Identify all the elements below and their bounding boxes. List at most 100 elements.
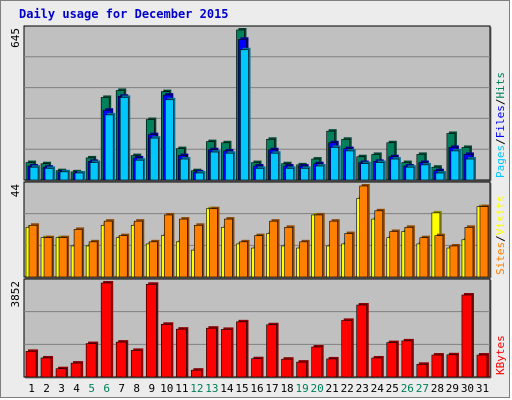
pages-bar — [240, 49, 249, 181]
sites-bar — [73, 229, 83, 278]
pages-bar — [450, 150, 460, 181]
chart-title: Daily usage for December 2015 — [19, 7, 229, 21]
sites-bar — [194, 224, 203, 278]
kbytes-bar — [401, 340, 413, 378]
kbytes-bar — [176, 328, 187, 378]
pages-bar — [390, 158, 400, 181]
sites-bar — [88, 241, 98, 278]
sites-bar — [103, 220, 113, 278]
pages-bar — [44, 168, 54, 181]
kbytes-bar — [191, 369, 202, 378]
sites-bar — [284, 227, 293, 278]
kbytes-bar — [476, 354, 488, 378]
pages-bar — [104, 114, 114, 181]
pages-bar — [29, 166, 39, 181]
kbytes-bar — [55, 368, 67, 378]
sites-bar — [449, 245, 459, 278]
kbytes-bar — [85, 343, 97, 378]
kbytes-bar — [251, 358, 262, 378]
pages-bar — [134, 159, 144, 181]
kbytes-bar — [386, 342, 398, 378]
x-tick-label: 27 — [416, 382, 429, 395]
sites-bar — [118, 235, 128, 278]
x-tick-label: 22 — [341, 382, 354, 395]
pages-bar — [315, 165, 324, 181]
pages-bar — [285, 168, 294, 181]
kbytes-bar — [40, 357, 52, 378]
kbytes-bar — [206, 327, 217, 378]
sites-bar — [464, 227, 474, 278]
pages-bar — [89, 162, 99, 181]
pages-bar — [225, 152, 234, 181]
sites-bar — [224, 218, 233, 278]
pages-bar — [330, 147, 339, 181]
pages-bar — [195, 172, 204, 181]
x-tick-label: 1 — [28, 382, 35, 395]
pages-bar — [465, 158, 475, 181]
legend-files: Files — [494, 105, 507, 138]
sites-bar — [148, 241, 158, 278]
x-tick-label: 10 — [160, 382, 173, 395]
sites-bar — [419, 237, 429, 278]
x-tick-label: 24 — [371, 382, 385, 395]
x-tick-label: 20 — [311, 382, 324, 395]
pages-bar — [405, 166, 415, 181]
x-tick-label: 19 — [295, 382, 308, 395]
kbytes-bar — [130, 350, 142, 378]
legend-sep: / — [494, 235, 507, 242]
kbytes-bar — [371, 357, 383, 378]
kbytes-bar — [416, 364, 428, 378]
kbytes-bar — [296, 361, 307, 378]
kbytes-bar — [446, 354, 458, 378]
kbytes-bar — [266, 324, 277, 378]
y-max-label-1: 645 — [9, 28, 22, 48]
kbytes-bar — [326, 358, 337, 378]
sites-bar — [344, 233, 354, 278]
x-tick-label: 4 — [73, 382, 80, 395]
sites-bar — [133, 220, 143, 278]
sites-bar — [269, 220, 278, 278]
pages-bar — [149, 137, 159, 181]
kbytes-bar — [115, 341, 127, 378]
x-tick-label: 16 — [250, 382, 263, 395]
sites-bar — [404, 227, 414, 278]
kbytes-bar — [236, 321, 247, 378]
x-tick-label: 14 — [220, 382, 234, 395]
x-tick-label: 17 — [265, 382, 278, 395]
y-max-label-3: 3852 — [9, 281, 22, 308]
sites-bar — [43, 237, 53, 278]
kbytes-bar — [25, 351, 37, 378]
sites-bar — [329, 220, 338, 278]
sites-bar — [374, 210, 384, 278]
kbytes-bar — [160, 323, 172, 378]
x-tick-label: 18 — [280, 382, 293, 395]
pages-bar — [375, 162, 385, 181]
x-tick-label: 9 — [148, 382, 155, 395]
kbytes-bar — [341, 320, 353, 378]
x-tick-label: 11 — [175, 382, 188, 395]
x-tick-label: 15 — [235, 382, 248, 395]
sites-bar — [179, 218, 188, 278]
pages-bar — [435, 172, 445, 181]
pages-bar — [59, 171, 69, 181]
legend-visits: Visits — [494, 196, 507, 236]
legend-kbytes: KBytes — [494, 335, 507, 375]
sites-bar — [389, 231, 399, 278]
x-tick-label: 8 — [133, 382, 140, 395]
legend-sep: / — [494, 138, 507, 145]
pages-bar — [345, 150, 355, 181]
x-tick-label: 29 — [446, 382, 459, 395]
kbytes-bar — [100, 282, 112, 378]
kbytes-bar — [311, 346, 322, 378]
x-tick-label: 12 — [190, 382, 203, 395]
pages-bar — [300, 168, 309, 181]
x-tick-label: 2 — [43, 382, 50, 395]
sites-bar — [299, 241, 308, 278]
legend-hits: Hits — [494, 72, 507, 99]
x-tick-label: 3 — [58, 382, 65, 395]
kbytes-bar — [70, 362, 82, 378]
x-tick-label: 13 — [205, 382, 218, 395]
x-tick-label: 5 — [88, 382, 95, 395]
legend-sites: Sites — [494, 242, 507, 275]
kbytes-bar — [145, 283, 157, 378]
